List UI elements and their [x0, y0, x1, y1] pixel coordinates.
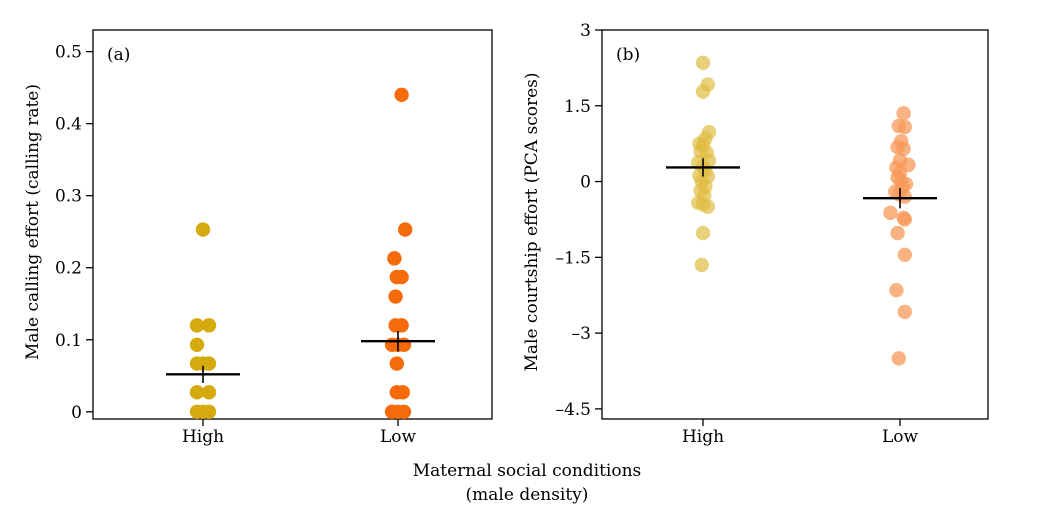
data-point [189, 318, 205, 333]
data-point [396, 337, 412, 353]
panel-a-plot: (a) Male calling effort (calling rate) 0… [23, 29, 493, 447]
panel-a-means [166, 331, 435, 383]
data-point [897, 247, 912, 263]
panel-b-points [691, 55, 916, 366]
y-tick-label: 0.2 [55, 259, 82, 279]
y-tick-label: –1.5 [555, 248, 591, 268]
y-tick-label: 1.5 [564, 97, 591, 117]
data-point [189, 385, 205, 400]
data-point [695, 55, 711, 71]
data-point [889, 282, 904, 298]
shared-x-axis-subtitle: (male density) [466, 485, 589, 505]
panel-a-y-ticks: 0 0.1 0.2 0.3 0.4 0.5 [55, 43, 93, 423]
y-tick-label: 0.1 [55, 331, 82, 351]
data-point [891, 351, 906, 366]
data-point [201, 385, 217, 400]
data-point [387, 251, 402, 266]
y-tick-label: 0.4 [55, 115, 82, 135]
panel-a-frame [92, 29, 493, 420]
data-point [398, 222, 413, 237]
y-tick-label: 0.3 [55, 187, 82, 207]
data-point [883, 205, 898, 221]
data-point [388, 289, 403, 304]
data-point [695, 225, 711, 241]
panel-b-plot: (b) Male courtship effort (PCA scores) 3… [522, 21, 989, 447]
data-point [897, 189, 912, 204]
panel-a-x-ticks: High Low [182, 419, 417, 447]
x-tick-label: Low [882, 427, 919, 447]
panel-a-y-axis-title: Male calling effort (calling rate) [23, 84, 43, 360]
data-point [389, 356, 404, 371]
panel-b-label: (b) [616, 45, 640, 65]
panel-b-frame [601, 29, 989, 420]
panel-b-y-ticks: 3 1.5 0 –1.5 –3 –4.5 [555, 21, 602, 420]
data-point [396, 404, 412, 419]
data-point [201, 356, 217, 371]
panel-a-label: (a) [107, 45, 130, 65]
data-point [897, 304, 912, 320]
x-tick-label: High [182, 427, 224, 447]
y-tick-label: –3 [572, 324, 591, 344]
panel-b-y-axis-title: Male courtship effort (PCA scores) [522, 72, 542, 371]
data-point [695, 84, 711, 99]
y-tick-label: 3 [580, 21, 591, 41]
panel-b-x-ticks: High Low [682, 419, 919, 447]
data-point [700, 199, 715, 215]
data-point [201, 318, 217, 333]
data-point [395, 385, 410, 400]
data-point [896, 141, 911, 156]
y-tick-label: 0 [580, 173, 591, 193]
data-point [890, 225, 905, 241]
y-tick-label: 0.5 [55, 43, 82, 63]
data-point [897, 212, 912, 227]
panel-a-points [189, 87, 413, 419]
shared-x-axis-title: Maternal social conditions [413, 461, 642, 481]
data-point [394, 87, 409, 103]
data-point [394, 318, 409, 333]
y-tick-label: 0 [71, 403, 82, 423]
data-point [189, 337, 205, 353]
data-point [201, 404, 217, 419]
panel-b-means [666, 158, 937, 209]
data-point [694, 257, 709, 273]
y-tick-label: –4.5 [555, 400, 591, 420]
x-tick-label: Low [380, 427, 417, 447]
data-point [896, 106, 911, 121]
data-point [394, 269, 409, 285]
data-point [195, 222, 211, 237]
data-point [897, 119, 912, 135]
x-tick-label: High [682, 427, 724, 447]
